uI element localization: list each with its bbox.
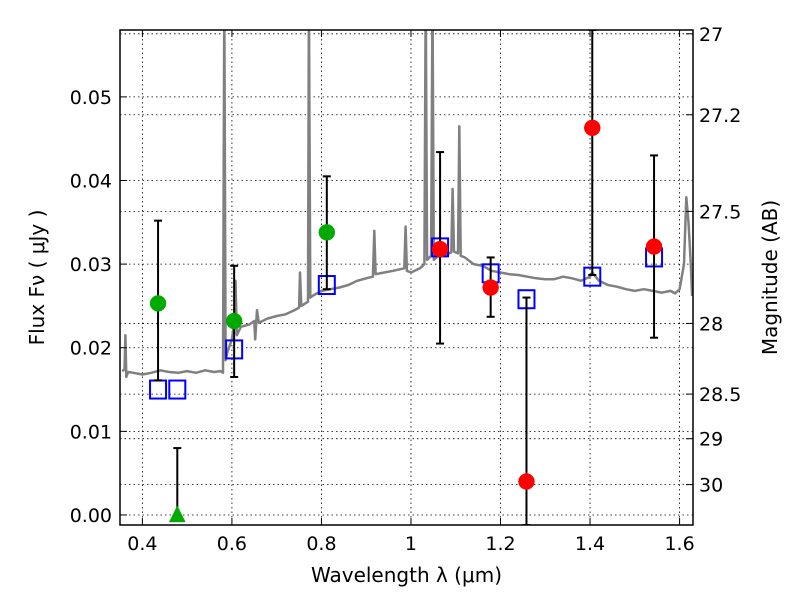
mag-tick-label: 30 [699,475,723,497]
mag-tick-label: 27.2 [699,105,741,127]
ticks: 0.4 0.6 0.8 1 1.2 1.4 1.6 0.00 0.01 0.02 0.03 0.04 0… [70,24,742,555]
series-model-sed [121,30,693,379]
sed-line [121,30,693,379]
y-tick-label: 0.02 [70,338,112,360]
x-tick-label: 0.6 [217,533,247,555]
grid [120,30,693,525]
mag-tick-label: 28 [699,313,723,335]
mag-tick-label: 27.5 [699,201,741,223]
x-tick-label: 1.6 [664,533,694,555]
data-point [431,240,449,258]
x-axis-title: Wavelength λ (μm) [311,563,502,587]
x-tick-label: 0.8 [306,533,336,555]
y-tick-label: 0.05 [70,87,112,109]
upper-limit-point [168,505,186,523]
y2-axis-title: Magnitude (AB) [758,200,782,355]
mag-tick-label: 27 [699,24,723,46]
mag-tick-label: 28.5 [699,384,741,406]
data-point [645,238,663,255]
mag-tick-label: 29 [699,429,723,451]
model-square [168,379,187,400]
data-point [149,295,167,312]
data-point [225,312,243,330]
series-upper-limit [168,447,186,523]
series-observed-near-ir- [431,30,663,525]
plot-frame [119,29,694,526]
data-point [482,279,499,296]
y-tick-label: 0.01 [70,421,112,443]
x-tick-label: 1 [405,533,417,555]
y-tick-label: 0.03 [70,254,112,276]
y-tick-label: 0.04 [70,171,112,193]
data-point [584,119,601,137]
series-observed-optical- [149,175,336,382]
y-tick-label: 0.00 [70,505,112,527]
model-square [149,379,168,400]
data-point [318,224,336,241]
x-tick-label: 1.4 [575,533,605,555]
x-tick-label: 0.4 [127,533,157,555]
x-tick-label: 1.2 [485,533,515,555]
y-axis-title: Flux Fν ( μJy ) [25,210,49,346]
data-point [518,473,535,490]
data-layer [121,30,693,525]
